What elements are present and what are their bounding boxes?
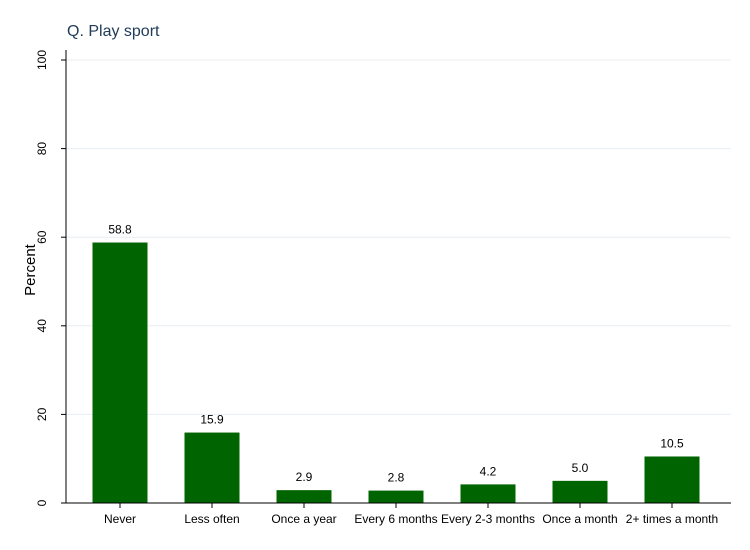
x-tick-label: 2+ times a month [626,512,718,526]
x-tick-label: Once a month [542,512,617,526]
y-tick-label: 100 [35,50,49,70]
y-ticks: 0 20 40 60 80 100 [35,50,66,506]
data-label: 5.0 [572,461,589,475]
bar [552,480,608,503]
data-label: 2.8 [388,471,405,485]
y-tick-label: 80 [35,142,49,156]
y-tick-label: 40 [35,319,49,333]
bar [460,484,516,503]
y-tick-label: 0 [35,499,49,506]
x-ticks: Never Less often Once a year Every 6 months… [104,503,718,526]
gridlines [66,59,731,415]
data-label: 58.8 [108,223,132,237]
bar [644,456,700,503]
data-label: 4.2 [480,464,497,478]
y-tick-label: 20 [35,407,49,421]
y-axis-label: Percent [22,243,39,296]
bar [368,490,424,503]
bars [92,242,700,504]
x-tick-label: Every 6 months [354,512,437,526]
data-label: 10.5 [660,436,684,450]
x-tick-label: Once a year [271,512,336,526]
data-labels: 58.8 15.9 2.9 2.8 4.2 5.0 10.5 [108,223,684,485]
x-tick-label: Less often [184,512,239,526]
data-label: 2.9 [296,470,313,484]
x-tick-label: Every 2-3 months [441,512,535,526]
y-tick-label: 60 [35,230,49,244]
x-tick-label: Never [104,512,136,526]
data-label: 15.9 [200,413,224,427]
bar [276,490,332,503]
chart-title: Q. Play sport [67,23,160,40]
bar [92,242,148,504]
axes [65,50,731,504]
bar [184,432,240,503]
